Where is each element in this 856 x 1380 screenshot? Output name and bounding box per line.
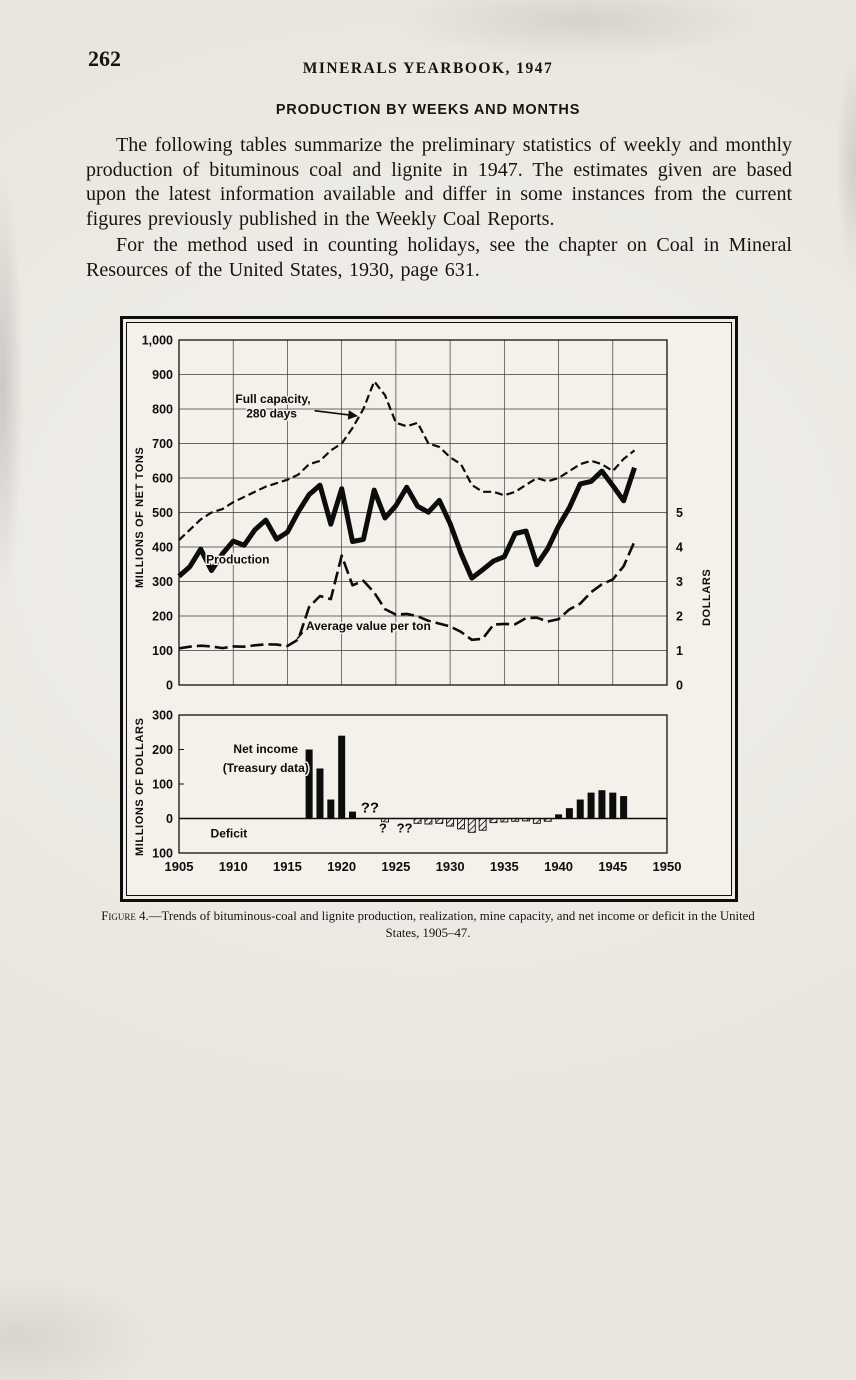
figure-svg: 1,000 900 800 700 600 500 400 300 200 100 0 5 4 3 2 1 0 F… xyxy=(142,334,683,875)
xtick-label: 1945 xyxy=(598,859,627,874)
ytick-label: 700 xyxy=(152,437,173,451)
paragraph-1: The following tables summarize the preli… xyxy=(86,134,792,230)
income-bar xyxy=(598,790,606,819)
income-bar xyxy=(587,792,595,819)
xtick-label: 1915 xyxy=(273,859,302,874)
ytick-label: 300 xyxy=(152,709,173,723)
figure-caption: Figure 4.—Trends of bituminous-coal and … xyxy=(98,908,758,943)
ytick-label: 100 xyxy=(152,778,173,792)
deficit-bar xyxy=(532,818,541,824)
xtick-label: 1905 xyxy=(165,859,194,874)
top-plot-border xyxy=(178,339,668,686)
page-number: 262 xyxy=(88,46,121,71)
income-bar xyxy=(327,799,335,819)
figure-chart-area: 1,000 900 800 700 600 500 400 300 200 100 0 5 4 3 2 1 0 F… xyxy=(126,322,732,896)
annotation: ? xyxy=(379,820,387,835)
deficit-bar xyxy=(435,818,444,824)
income-bar xyxy=(316,768,324,819)
deficit-bar xyxy=(467,818,476,833)
ytick-label: 800 xyxy=(152,403,173,417)
deficit-bar xyxy=(413,818,422,824)
running-header: MINERALS YEARBOOK, 1947 xyxy=(302,60,554,77)
value-line xyxy=(178,540,636,650)
annotation: ?? xyxy=(361,799,379,816)
income-bar xyxy=(565,808,573,819)
ytick-label: 100 xyxy=(152,644,173,658)
top-ytick-labels: 1,000 900 800 700 600 500 400 300 200 100 0 xyxy=(142,334,173,693)
ytick-label: 200 xyxy=(152,610,173,624)
ytick-label: 600 xyxy=(152,472,173,486)
ytick-label: 400 xyxy=(152,541,173,555)
y2tick-label: 4 xyxy=(676,541,683,555)
xtick-label: 1940 xyxy=(544,859,573,874)
annotation: ?? xyxy=(397,820,413,835)
income-bar xyxy=(305,749,313,819)
annotation: (Treasury data) xyxy=(223,761,309,775)
leader-line xyxy=(296,632,304,640)
deficit-bar xyxy=(500,818,509,823)
annotation: Deficit xyxy=(211,826,248,840)
ytick-label: 900 xyxy=(152,368,173,382)
xtick-label: 1930 xyxy=(436,859,465,874)
y2tick-label: 2 xyxy=(676,610,683,624)
section-heading: PRODUCTION BY WEEKS AND MONTHS xyxy=(275,102,581,118)
income-bar xyxy=(576,799,584,819)
top-y2tick-labels: 5 4 3 2 1 0 xyxy=(676,506,683,693)
annotation: Net income xyxy=(233,742,298,756)
deficit-bar xyxy=(424,818,433,825)
y2tick-label: 5 xyxy=(676,506,683,520)
xtick-labels: 1905 1910 1915 1920 1925 1930 1935 1940 1945 1950 xyxy=(165,859,682,874)
bottom-plot-border xyxy=(178,714,668,854)
xtick-label: 1910 xyxy=(219,859,248,874)
y2-axis-label-dollars: DOLLARS xyxy=(701,568,713,626)
y-axis-label-net-tons: MILLIONS OF NET TONS xyxy=(134,446,146,588)
y-axis-label-millions-dollars: MILLIONS OF DOLLARS xyxy=(134,717,146,856)
ytick-label: 1,000 xyxy=(142,334,173,348)
annotation: Full capacity, xyxy=(235,392,310,406)
deficit-bar xyxy=(446,818,455,827)
income-bar xyxy=(349,811,357,819)
y2tick-label: 3 xyxy=(676,575,683,589)
annotation: 280 days xyxy=(246,407,297,421)
figure-frame: 1,000 900 800 700 600 500 400 300 200 100 0 5 4 3 2 1 0 F… xyxy=(120,316,738,902)
xtick-label: 1935 xyxy=(490,859,519,874)
leader-line xyxy=(314,409,358,420)
figure-caption-prefix: Figure 4. xyxy=(101,909,149,923)
xtick-label: 1925 xyxy=(381,859,410,874)
y2tick-label: 1 xyxy=(676,644,683,658)
deficit-bar xyxy=(381,818,389,823)
deficit-bar xyxy=(522,818,530,822)
income-bar xyxy=(338,735,346,819)
annotation: Production xyxy=(206,553,269,567)
figure-caption-text: —Trends of bituminous-coal and lignite p… xyxy=(148,909,755,941)
deficit-bar xyxy=(457,818,465,830)
deficit-bar xyxy=(489,818,498,824)
xtick-label: 1950 xyxy=(653,859,682,874)
ytick-label: 200 xyxy=(152,743,173,757)
ytick-label: 0 xyxy=(166,679,173,693)
bars xyxy=(305,735,628,833)
income-bar xyxy=(555,814,563,819)
deficit-bar xyxy=(511,818,520,822)
annotation: Average value per ton xyxy=(306,619,431,633)
ytick-label: 0 xyxy=(166,812,173,826)
paragraph-2: For the method used in counting holidays… xyxy=(86,234,792,281)
ytick-label: 100 xyxy=(152,847,173,861)
xtick-label: 1920 xyxy=(327,859,356,874)
deficit-bar xyxy=(543,818,552,822)
income-bar xyxy=(620,796,628,819)
y2tick-label: 0 xyxy=(676,679,683,693)
income-bar xyxy=(609,792,617,819)
body-text-block: The following tables summarize the preli… xyxy=(86,133,792,282)
ytick-label: 300 xyxy=(152,575,173,589)
ytick-label: 500 xyxy=(152,506,173,520)
deficit-bar xyxy=(478,818,487,831)
production-line xyxy=(177,466,637,581)
capacity-line xyxy=(178,380,636,541)
bottom-ytick-labels: 300 200 100 0 100 xyxy=(152,709,173,861)
